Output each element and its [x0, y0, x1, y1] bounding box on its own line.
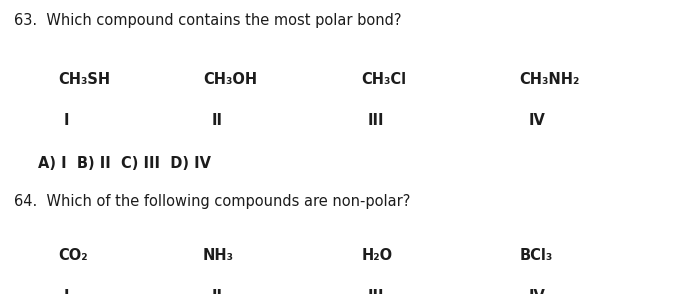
Text: III: III	[367, 289, 384, 294]
Text: I: I	[63, 113, 69, 128]
Text: H₂O: H₂O	[361, 248, 392, 263]
Text: IV: IV	[528, 113, 546, 128]
Text: CH₃NH₂: CH₃NH₂	[519, 72, 580, 87]
Text: 64.  Which of the following compounds are non-polar?: 64. Which of the following compounds are…	[14, 194, 410, 209]
Text: CH₃SH: CH₃SH	[58, 72, 111, 87]
Text: CO₂: CO₂	[58, 248, 88, 263]
Text: NH₃: NH₃	[203, 248, 234, 263]
Text: A) I  B) II  C) III  D) IV: A) I B) II C) III D) IV	[38, 156, 211, 171]
Text: II: II	[211, 289, 222, 294]
Text: IV: IV	[528, 289, 546, 294]
Text: I: I	[63, 289, 69, 294]
Text: 63.  Which compound contains the most polar bond?: 63. Which compound contains the most pol…	[14, 13, 401, 28]
Text: II: II	[211, 113, 222, 128]
Text: CH₃OH: CH₃OH	[203, 72, 257, 87]
Text: CH₃Cl: CH₃Cl	[361, 72, 407, 87]
Text: BCl₃: BCl₃	[519, 248, 552, 263]
Text: III: III	[367, 113, 384, 128]
